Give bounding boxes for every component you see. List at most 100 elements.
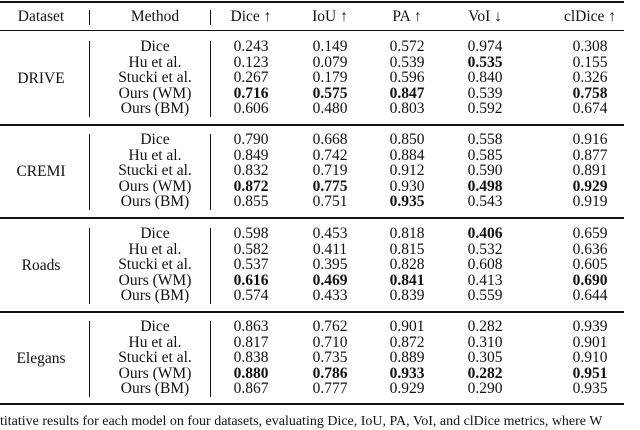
value-cell: 0.951 xyxy=(572,364,608,382)
value-cell: 0.891 xyxy=(572,162,608,180)
header-rule xyxy=(0,30,624,31)
value-cell: 0.498 xyxy=(467,177,503,195)
method-cell: Stucki et al. xyxy=(118,162,192,180)
method-cell: Dice xyxy=(140,38,170,55)
header-cldice: clDice ↑ xyxy=(563,8,617,25)
group-rule xyxy=(0,124,624,126)
header-divider xyxy=(89,10,90,25)
value-cell: 0.912 xyxy=(389,162,425,180)
column-divider xyxy=(210,228,211,304)
value-cell: 0.290 xyxy=(467,380,503,398)
table-row: Ours (WM) 0.716 0.575 0.847 0.539 0.758 xyxy=(0,84,640,102)
value-cell: 0.901 xyxy=(389,318,425,335)
value-cell: 0.841 xyxy=(389,271,425,289)
value-cell: 0.123 xyxy=(233,53,269,71)
value-cell: 0.079 xyxy=(312,53,348,71)
value-cell: 0.710 xyxy=(312,333,348,351)
dataset-label: Roads xyxy=(21,257,61,274)
value-cell: 0.901 xyxy=(572,333,608,351)
value-cell: 0.243 xyxy=(233,38,269,55)
value-cell: 0.179 xyxy=(312,69,348,87)
value-cell: 0.605 xyxy=(572,256,608,274)
value-cell: 0.832 xyxy=(233,162,269,180)
value-cell: 0.606 xyxy=(233,100,269,118)
column-divider xyxy=(89,134,90,210)
method-cell: Stucki et al. xyxy=(118,256,192,274)
value-cell: 0.267 xyxy=(233,69,269,87)
value-cell: 0.282 xyxy=(467,318,503,335)
header-iou: IoU ↑ xyxy=(312,8,348,25)
header-dataset: Dataset xyxy=(17,8,65,25)
value-cell: 0.933 xyxy=(389,364,425,382)
header-row: Dataset Method Dice ↑ IoU ↑ PA ↑ VoI ↓ c… xyxy=(0,9,640,25)
value-cell: 0.598 xyxy=(233,225,269,242)
value-cell: 0.877 xyxy=(572,146,608,164)
value-cell: 0.543 xyxy=(467,193,503,211)
value-cell: 0.817 xyxy=(233,333,269,351)
value-cell: 0.674 xyxy=(572,100,608,118)
value-cell: 0.919 xyxy=(572,193,608,211)
table-row: Stucki et al. 0.267 0.179 0.596 0.840 0.326 xyxy=(0,70,640,86)
header-voi: VoI ↓ xyxy=(468,8,502,25)
value-cell: 0.818 xyxy=(389,225,425,242)
value-cell: 0.839 xyxy=(389,287,425,305)
table-row: Stucki et al. 0.838 0.735 0.889 0.305 0.910 xyxy=(0,350,640,366)
value-cell: 0.790 xyxy=(233,131,269,148)
value-cell: 0.305 xyxy=(467,349,503,367)
value-cell: 0.872 xyxy=(389,333,425,351)
value-cell: 0.532 xyxy=(467,240,503,258)
value-cell: 0.935 xyxy=(389,193,425,211)
table-row: Hu et al. 0.849 0.742 0.884 0.585 0.877 xyxy=(0,146,640,164)
method-cell: Ours (BM) xyxy=(120,100,190,118)
value-cell: 0.929 xyxy=(389,380,425,398)
value-cell: 0.585 xyxy=(467,146,503,164)
method-cell: Hu et al. xyxy=(128,333,182,351)
method-cell: Ours (BM) xyxy=(120,380,190,398)
column-divider xyxy=(89,321,90,397)
value-cell: 0.939 xyxy=(572,318,608,335)
table-row: Ours (WM) 0.880 0.786 0.933 0.282 0.951 xyxy=(0,364,640,382)
method-cell: Ours (WM) xyxy=(118,177,192,195)
column-divider xyxy=(89,228,90,304)
value-cell: 0.758 xyxy=(572,84,608,102)
table-row: Ours (BM) 0.855 0.751 0.935 0.543 0.919 xyxy=(0,194,640,210)
top-rule xyxy=(0,1,624,3)
value-cell: 0.849 xyxy=(233,146,269,164)
value-cell: 0.863 xyxy=(233,318,269,335)
value-cell: 0.149 xyxy=(312,38,348,55)
value-cell: 0.659 xyxy=(572,225,608,242)
value-cell: 0.636 xyxy=(572,240,608,258)
value-cell: 0.559 xyxy=(467,287,503,305)
table-row: Hu et al. 0.123 0.079 0.539 0.535 0.155 xyxy=(0,53,640,71)
column-divider xyxy=(89,41,90,117)
value-cell: 0.803 xyxy=(389,100,425,118)
value-cell: 0.935 xyxy=(572,380,608,398)
table-row: Ours (WM) 0.616 0.469 0.841 0.413 0.690 xyxy=(0,271,640,289)
method-cell: Ours (WM) xyxy=(118,364,192,382)
value-cell: 0.469 xyxy=(312,271,348,289)
value-cell: 0.596 xyxy=(389,69,425,87)
value-cell: 0.838 xyxy=(233,349,269,367)
table-row: Dice 0.243 0.149 0.572 0.974 0.308 xyxy=(0,39,640,55)
dataset-label: Elegans xyxy=(16,350,66,367)
value-cell: 0.910 xyxy=(572,349,608,367)
value-cell: 0.847 xyxy=(389,84,425,102)
table-row: Stucki et al. 0.537 0.395 0.828 0.608 0.605 xyxy=(0,257,640,273)
value-cell: 0.310 xyxy=(467,333,503,351)
value-cell: 0.574 xyxy=(233,287,269,305)
value-cell: 0.815 xyxy=(389,240,425,258)
value-cell: 0.480 xyxy=(312,100,348,118)
header-divider xyxy=(210,10,211,25)
value-cell: 0.413 xyxy=(467,271,503,289)
value-cell: 0.282 xyxy=(467,364,503,382)
method-cell: Stucki et al. xyxy=(118,69,192,87)
value-cell: 0.572 xyxy=(389,38,425,55)
value-cell: 0.616 xyxy=(233,271,269,289)
value-cell: 0.592 xyxy=(467,100,503,118)
table-row: Ours (BM) 0.606 0.480 0.803 0.592 0.674 xyxy=(0,101,640,117)
method-cell: Hu et al. xyxy=(128,53,182,71)
value-cell: 0.395 xyxy=(312,256,348,274)
method-cell: Hu et al. xyxy=(128,240,182,258)
value-cell: 0.855 xyxy=(233,193,269,211)
method-cell: Hu et al. xyxy=(128,146,182,164)
